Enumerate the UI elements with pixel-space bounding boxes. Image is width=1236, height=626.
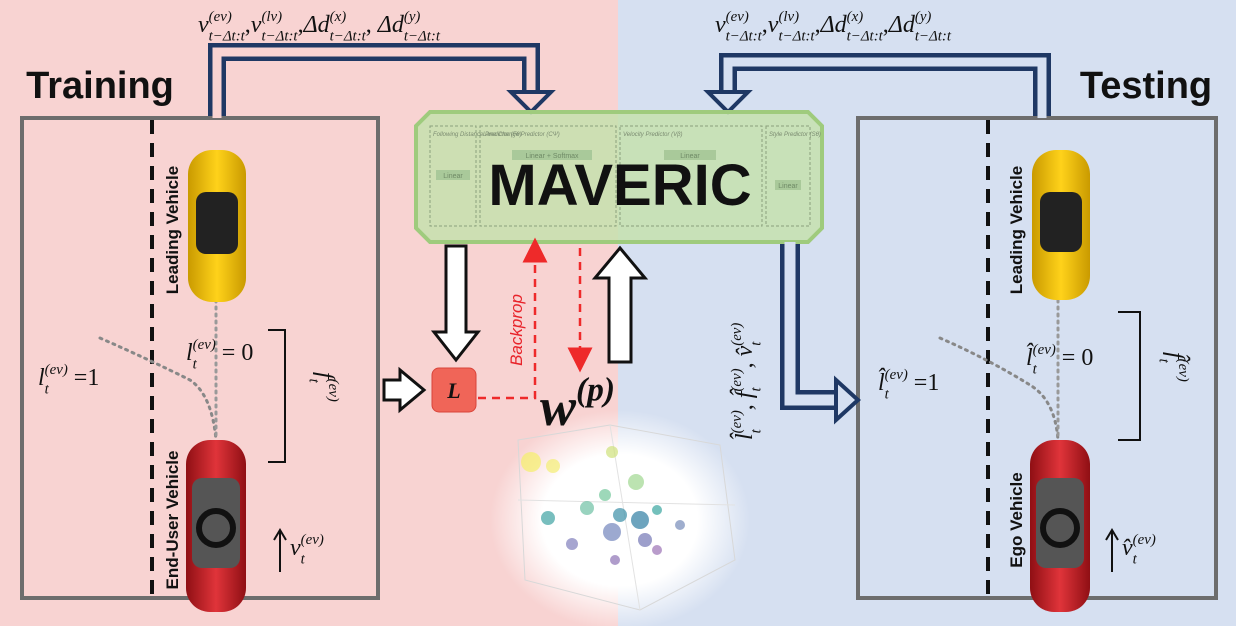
scatter-point [580,501,594,515]
scatter-point [546,459,560,473]
math-sub: t−Δt:t [778,28,815,44]
math-sup: (lv) [261,9,282,25]
math-base: w [540,377,577,437]
math-sub: t−Δt:t [847,28,884,44]
scatter-point [652,505,662,515]
math-text-part: = 0 [216,340,254,366]
vehicle-label: End-User Vehicle [163,451,182,590]
math-sup: (y) [915,9,932,25]
math-sup: (ev) [1133,532,1156,548]
math-sub: t−Δt:t [330,28,367,44]
math-sup: (p) [576,372,615,409]
vehicle-label: Ego Vehicle [1007,472,1026,567]
math-sup: (ev) [1033,342,1056,358]
math-sup: (x) [847,9,864,25]
math-text-part: =1 [908,370,940,396]
math-sup: (ev) [885,367,908,383]
diagram: Following Distance Predictor (Fθ) Lane C… [0,0,1236,626]
math-base: Δd [377,12,405,38]
scatter-point [638,533,652,547]
layer-label: Linear [443,173,463,180]
math-sup: (ev) [726,9,749,25]
math-text-part: , [366,12,378,38]
math-sub: t−Δt:t [404,28,441,44]
vehicle-label: Leading Vehicle [163,166,182,295]
scatter-point [631,511,649,529]
scatter-point [652,545,662,555]
math-text-part: =1 [68,365,100,391]
scatter-point [521,452,541,472]
math-sup: (y) [404,9,421,25]
math-sup: (ev) [301,532,324,548]
math-sup: (lv) [778,9,799,25]
scatter-point [541,511,555,525]
module-title: Style Predictor (Sθ) [769,132,821,138]
math-base: Δd [820,12,848,38]
math-text-part: , [732,356,758,368]
page: { "top_inputs": { "left": [{"t": "v", "s… [0,0,1236,626]
scatter-point [606,446,618,458]
module-title: Velocity Predictor (Vβ) [623,132,683,138]
math-base: v [290,535,301,561]
math-sup: (ev) [209,9,232,25]
math-base: v [768,12,779,38]
math-base: v [198,12,209,38]
scatter-point [613,508,627,522]
scatter-point [628,474,644,490]
math-sub: t−Δt:t [261,28,298,44]
math-base: v [715,12,726,38]
scatter-point [599,489,611,501]
math-base: v̂ [1122,535,1133,561]
math-sub: t−Δt:t [209,28,246,44]
math-base: Δd [303,12,331,38]
math-sup: (x) [330,9,347,25]
module-title: Lane Change Predictor (CΨ) [483,132,560,138]
panel-title: Testing [1080,65,1212,107]
math-sub: t−Δt:t [726,28,763,44]
scatter-point [566,538,578,550]
math-text-part: , [732,398,758,410]
vehicle-label: Leading Vehicle [1007,166,1026,295]
scatter-point [610,555,620,565]
scatter-point [603,523,621,541]
math-sup: (ev) [325,379,341,402]
backprop-label: Backprop [507,294,526,366]
loss-label: L [446,378,460,403]
car-roof [196,192,238,254]
panel-title: Training [26,65,174,107]
math-base: v [251,12,262,38]
math-sup: (ev) [45,362,68,378]
scatter-point [675,520,685,530]
layer-label: Linear [778,183,798,190]
math-base: Δd [888,12,916,38]
math-sup: (ev) [729,368,745,391]
math-sup: (ev) [1175,359,1191,382]
math-base: v̂ [732,345,758,356]
car-roof [1040,192,1082,252]
model-name: MAVERIC [488,153,751,218]
math-sup: (ev) [729,323,745,346]
math-sup: (ev) [193,337,216,353]
math-text-part: = 0 [1056,345,1094,371]
math-sup: (ev) [729,410,745,433]
math-sub: t−Δt:t [915,28,952,44]
